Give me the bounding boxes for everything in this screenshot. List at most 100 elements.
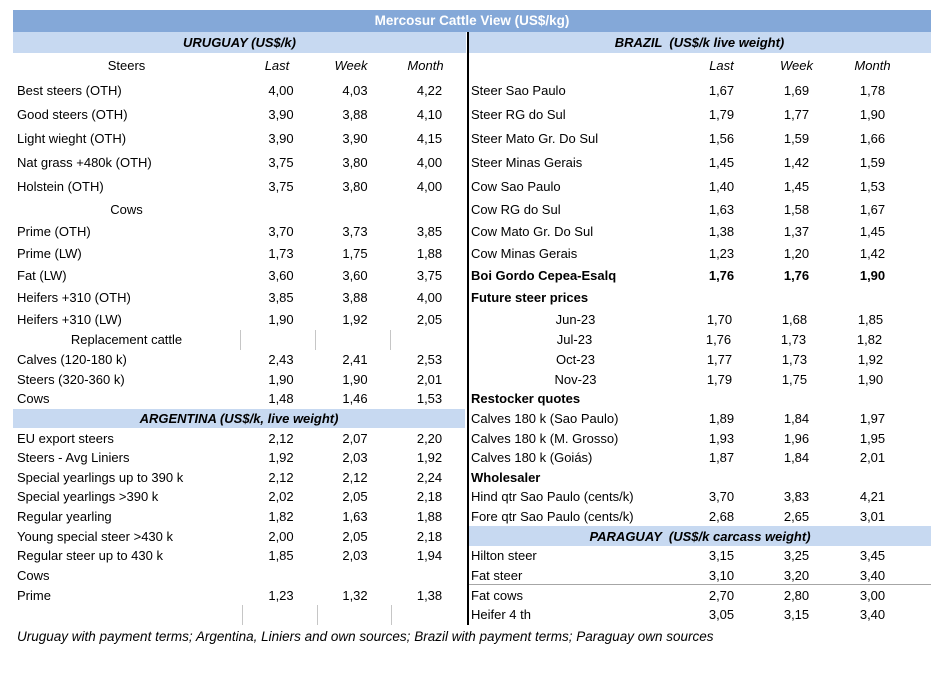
price-week: 4,03 <box>342 82 368 98</box>
price-week: 2,03 <box>342 548 368 564</box>
price-week: 2,12 <box>342 469 368 485</box>
price-month: 2,01 <box>416 371 443 387</box>
price-month: 1,97 <box>859 410 886 426</box>
price-month: 3,01 <box>859 509 886 525</box>
row-label: Hind qtr Sao Paulo (cents/k) <box>471 489 634 505</box>
price-last: 3,70 <box>708 489 735 505</box>
price-month: 1,53 <box>859 178 886 194</box>
row-label: Prime <box>17 587 51 603</box>
price-last: 1,70 <box>706 311 733 327</box>
table-row: Prime (OTH) 3,70 3,73 3,85 Cow Mato Gr. Do S… <box>13 220 931 242</box>
table-row: Special yearlings >390 k 2,02 2,05 2,18 Hind… <box>13 487 931 507</box>
row-label: Heifers +310 (LW) <box>17 311 122 327</box>
price-last: 2,12 <box>268 430 294 446</box>
price-last: 2,12 <box>268 469 294 485</box>
row-label: Steer Mato Gr. Do Sul <box>471 130 599 146</box>
price-last: 1,38 <box>708 223 735 239</box>
price-last: 1,82 <box>268 509 294 525</box>
price-week: 1,32 <box>342 587 368 603</box>
table-row: Prime (LW) 1,73 1,75 1,88 Cow Minas Gerais 1,… <box>13 242 931 264</box>
price-week: 1,96 <box>783 430 810 446</box>
price-month: 1,38 <box>416 587 443 603</box>
price-month <box>834 389 931 409</box>
price-last <box>244 566 318 586</box>
price-month: 1,95 <box>859 430 886 446</box>
price-last: 3,75 <box>268 178 294 194</box>
uruguay-section-header: URUGUAY (US$/k) <box>13 32 467 53</box>
table-row: Regular steer up to 430 k 1,85 2,03 1,94 Hil… <box>13 546 931 566</box>
price-last: 1,85 <box>268 548 294 564</box>
price-last: 1,40 <box>708 178 735 194</box>
price-month: 2,05 <box>416 311 443 327</box>
column-header-last: Last <box>709 58 734 73</box>
price-last: 1,90 <box>268 371 294 387</box>
row-label: Calves 180 k (M. Grosso) <box>471 430 619 446</box>
column-header-week: Week <box>334 58 368 73</box>
price-month: 1,92 <box>857 351 884 367</box>
table-row: EU export steers 2,12 2,07 2,20 Calves 180 k… <box>13 428 931 448</box>
price-last: 1,23 <box>268 587 294 603</box>
row-label: Future steer prices <box>471 289 589 305</box>
source-note: Uruguay with payment terms; Argentina, L… <box>17 629 714 644</box>
price-week: 1,75 <box>342 245 368 261</box>
price-month <box>390 330 466 350</box>
row-label: Cows <box>17 568 50 583</box>
price-week: 1,90 <box>342 371 368 387</box>
price-last: 3,05 <box>708 607 735 623</box>
price-last: 1,67 <box>708 82 735 98</box>
price-week: 1,45 <box>783 178 810 194</box>
table-row: Good steers (OTH) 3,90 3,88 4,10 Steer RG do… <box>13 102 931 126</box>
row-label: Calves 180 k (Sao Paulo) <box>471 410 619 426</box>
price-grid: Steers Last Week Month Last Week Month Best ste… <box>13 53 931 625</box>
price-last: 1,56 <box>708 130 735 146</box>
price-month: 4,21 <box>859 489 886 505</box>
price-last: 1,89 <box>708 410 735 426</box>
brazil-section-header: BRAZIL (US$/k live weight) <box>468 32 931 53</box>
row-label: Light wieght (OTH) <box>17 130 127 146</box>
row-label: Jul-23 <box>556 332 593 348</box>
row-label: Fat (LW) <box>17 267 67 283</box>
price-week: 3,20 <box>759 566 834 586</box>
price-last: 1,45 <box>708 154 735 170</box>
table-row: Cows Cow RG do Sul 1,63 1,58 1,67 <box>13 198 931 220</box>
column-header-month: Month <box>407 58 444 73</box>
row-label <box>467 53 684 78</box>
price-last: 3,60 <box>268 267 294 283</box>
price-week: 1,84 <box>783 450 810 466</box>
price-month: 1,94 <box>416 548 443 564</box>
table-row: Prime 1,23 1,32 1,38 Fat cows 2,70 2,80 3,00 <box>13 585 931 605</box>
price-week: 1,63 <box>342 509 368 525</box>
row-label: Fat cows <box>471 587 524 603</box>
price-last: 4,00 <box>268 82 294 98</box>
table-row: Replacement cattle Jul-23 1,76 1,73 1,82 <box>13 330 931 350</box>
price-week: 3,60 <box>342 267 368 283</box>
row-label: Best steers (OTH) <box>17 82 122 98</box>
price-month: 4,10 <box>416 106 443 122</box>
price-month: 4,15 <box>416 130 443 146</box>
price-month: 1,53 <box>416 391 443 407</box>
row-label: Restocker quotes <box>471 391 581 407</box>
price-month: 4,00 <box>416 178 443 194</box>
price-month: 2,53 <box>416 351 443 367</box>
price-week: 3,73 <box>342 223 368 239</box>
price-week <box>759 389 834 409</box>
price-last: 3,70 <box>268 223 294 239</box>
row-label: Nat grass +480k (OTH) <box>17 154 152 170</box>
row-label: Prime (OTH) <box>17 223 91 239</box>
price-last: 3,15 <box>708 548 735 564</box>
row-label: Good steers (OTH) <box>17 106 128 122</box>
row-label: Steer RG do Sul <box>471 106 566 122</box>
row-label: EU export steers <box>17 430 114 446</box>
row-label: Fore qtr Sao Paulo (cents/k) <box>471 509 634 525</box>
row-label: Young special steer >430 k <box>17 528 173 544</box>
table-row: Heifers +310 (OTH) 3,85 3,88 4,00 Future ste… <box>13 286 931 308</box>
price-month: 3,40 <box>859 607 886 623</box>
price-month: 2,18 <box>416 489 443 505</box>
price-month: 1,90 <box>859 267 886 283</box>
row-label: Steer Minas Gerais <box>471 154 583 170</box>
price-week: 3,80 <box>342 178 368 194</box>
price-month: 4,22 <box>416 82 443 98</box>
price-week: 2,05 <box>342 528 368 544</box>
price-month: 1,90 <box>859 106 886 122</box>
